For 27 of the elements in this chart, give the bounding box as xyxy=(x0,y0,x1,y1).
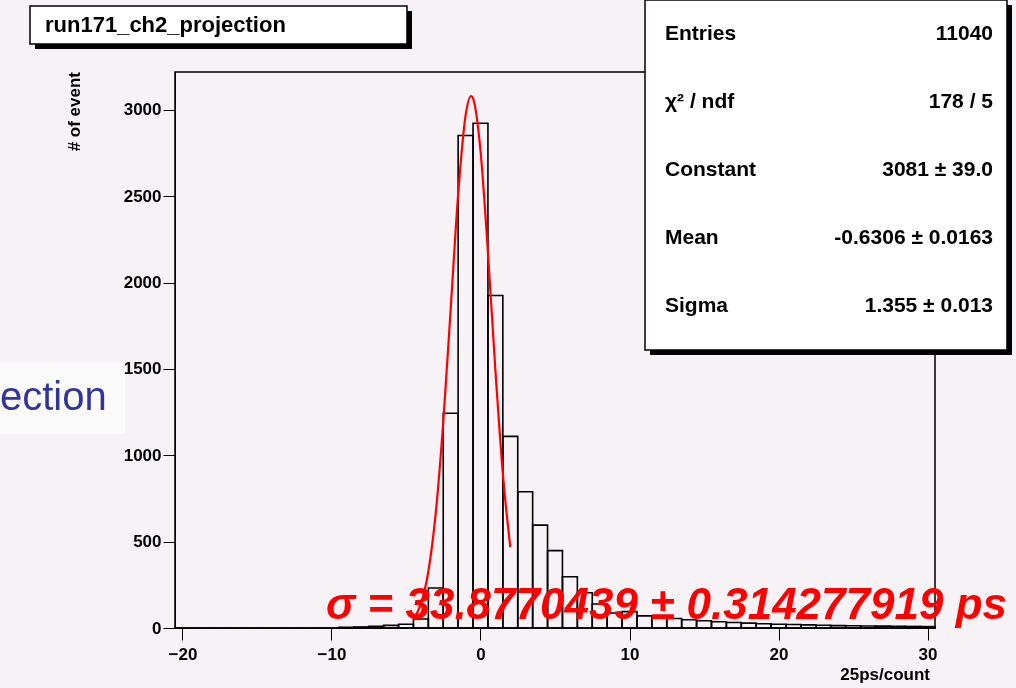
annotation: χ² / ndf xyxy=(665,89,736,112)
annotation: -0.6306 ± 0.0163 xyxy=(834,225,993,248)
x-tick-label: 0 xyxy=(476,644,486,664)
annotation: Mean xyxy=(665,225,719,248)
y-tick-label: 1500 xyxy=(123,359,162,379)
y-tick-label: 500 xyxy=(133,532,162,552)
annotation: 178 / 5 xyxy=(928,89,994,112)
annotation: Sigma xyxy=(665,293,729,316)
y-tick-label: 1000 xyxy=(123,445,162,465)
text: Entries xyxy=(665,21,737,44)
annotation: 1.355 ± 0.013 xyxy=(864,293,993,316)
x-tick-label: −10 xyxy=(317,644,347,664)
x-axis-title: 25ps/count xyxy=(840,665,931,684)
text: 11040 xyxy=(935,21,993,44)
chart-title: run171_ch2_projection xyxy=(45,12,286,37)
y-tick-label: 0 xyxy=(152,618,162,638)
y-tick-label: 3000 xyxy=(123,100,162,120)
y-tick-label: 2500 xyxy=(123,186,162,206)
annotation: Constant xyxy=(665,157,756,180)
x-tick-label: 30 xyxy=(918,644,938,664)
y-axis-title: # of event xyxy=(65,71,84,152)
x-tick-label: −20 xyxy=(168,644,198,664)
x-tick-label: 10 xyxy=(620,644,640,664)
x-tick-label: 20 xyxy=(769,644,789,664)
y-tick-label: 2000 xyxy=(123,273,162,293)
text: ection xyxy=(0,374,107,418)
annotation: 3081 ± 39.0 xyxy=(882,157,993,180)
